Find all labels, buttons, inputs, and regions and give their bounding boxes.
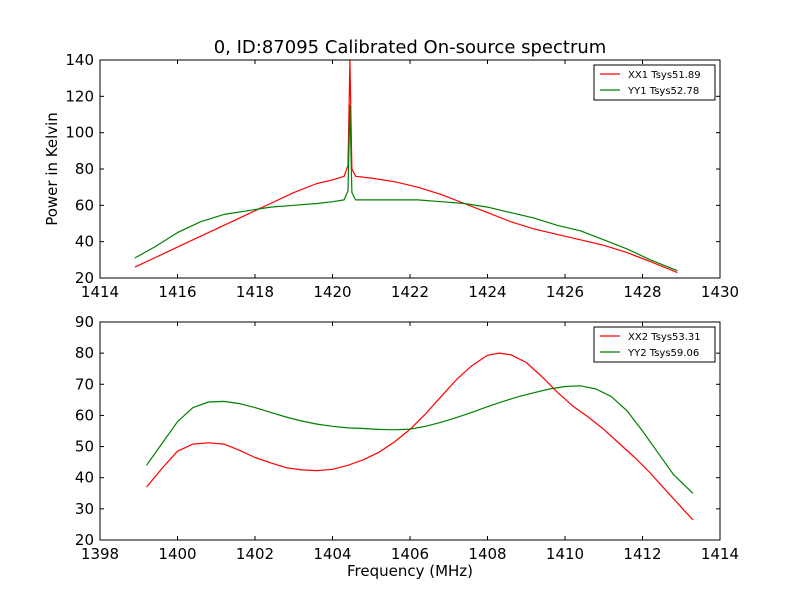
top-y-tick-label: 140 xyxy=(65,51,94,69)
top-legend: XX1 Tsys51.89 YY1 Tsys52.78 xyxy=(593,64,716,101)
bottom-legend: XX2 Tsys53.31 YY2 Tsys59.06 xyxy=(593,326,716,363)
bottom-x-axis-label: Frequency (MHz) xyxy=(347,562,473,580)
top-series-line-1 xyxy=(134,59,678,274)
bottom-plot-panel: 1398 1400 1402 1404 1406 1408 1410 1412 1414 20 30… xyxy=(75,313,739,563)
bottom-y-tick-label: 80 xyxy=(75,344,94,362)
bottom-y-tick-label: 90 xyxy=(75,313,94,331)
bottom-x-tick-label: 1412 xyxy=(623,545,661,563)
top-legend-box xyxy=(593,64,716,101)
top-x-tick-label: 1428 xyxy=(623,283,661,301)
top-y-tick-label: 100 xyxy=(65,124,94,142)
bottom-x-tick-label: 1404 xyxy=(313,545,351,563)
top-x-tick-label: 1420 xyxy=(313,283,351,301)
bottom-x-tick-label: 1408 xyxy=(468,545,506,563)
bottom-series-line-1 xyxy=(146,352,694,521)
bottom-y-tick-label: 30 xyxy=(75,500,94,518)
bottom-series-line-2 xyxy=(146,385,694,494)
chart-title: 0, ID:87095 Calibrated On-source spectru… xyxy=(214,37,607,58)
top-x-tick-label: 1422 xyxy=(391,283,429,301)
bottom-x-tick-label: 1398 xyxy=(81,545,119,563)
bottom-x-tick-label: 1400 xyxy=(158,545,196,563)
bottom-legend-label-1: XX2 Tsys53.31 xyxy=(628,332,701,343)
top-plot-panel: 1414 1416 1418 1420 1422 1424 1426 1428 1430 20 40… xyxy=(65,51,739,301)
top-x-tick-label: 1430 xyxy=(701,283,739,301)
top-legend-label-2: YY1 Tsys52.78 xyxy=(627,86,699,97)
bottom-y-tick-label: 70 xyxy=(75,375,94,393)
top-x-tick-label: 1418 xyxy=(236,283,274,301)
top-y-tick-label: 20 xyxy=(75,269,94,287)
top-y-tick-label: 60 xyxy=(75,196,94,214)
top-y-tick-label: 40 xyxy=(75,233,94,251)
bottom-y-tick-label: 60 xyxy=(75,406,94,424)
bottom-x-tick-label: 1414 xyxy=(701,545,739,563)
bottom-x-tick-label: 1406 xyxy=(391,545,429,563)
top-legend-label-1: XX1 Tsys51.89 xyxy=(628,70,701,81)
top-x-tick-label: 1414 xyxy=(81,283,119,301)
bottom-y-tick-label: 40 xyxy=(75,469,94,487)
bottom-legend-box xyxy=(593,326,716,363)
bottom-y-tick-label: 20 xyxy=(75,531,94,549)
bottom-x-tick-label: 1402 xyxy=(236,545,274,563)
top-series-line-2 xyxy=(134,104,678,272)
top-y-tick-label: 120 xyxy=(65,87,94,105)
bottom-legend-label-2: YY2 Tsys59.06 xyxy=(627,348,699,359)
top-x-tick-label: 1424 xyxy=(468,283,506,301)
top-y-tick-label: 80 xyxy=(75,160,94,178)
top-x-tick-label: 1416 xyxy=(158,283,196,301)
top-y-axis-label: Power in Kelvin xyxy=(43,112,61,226)
bottom-y-tick-label: 50 xyxy=(75,438,94,456)
top-x-tick-label: 1426 xyxy=(546,283,584,301)
bottom-x-tick-label: 1410 xyxy=(546,545,584,563)
